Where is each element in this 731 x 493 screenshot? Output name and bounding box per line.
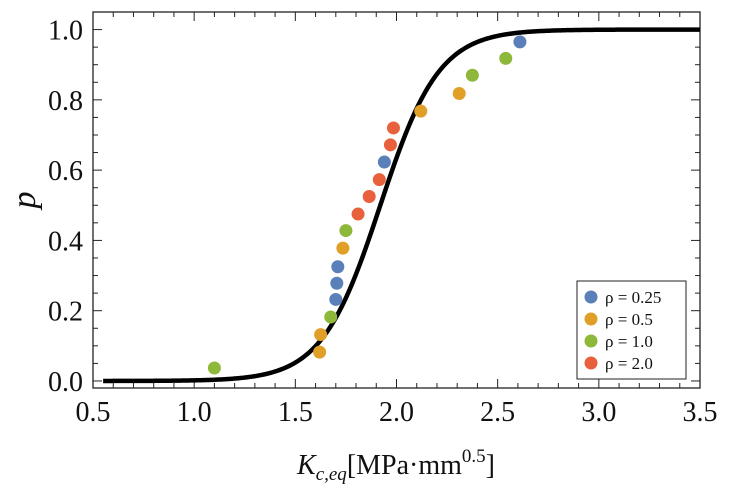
data-point: [465, 68, 479, 82]
y-axis-label: p: [6, 192, 43, 211]
data-point: [329, 292, 343, 306]
x-tick-label: 2.0: [379, 397, 414, 428]
tick-labels: 0.5 1.0 1.5 2.0 2.5 3.0 3.5 0.0 0.2 0.4 0.6 0.8 1.0: [48, 16, 718, 428]
x-axis-label-unit: [MPa·mm: [347, 450, 462, 481]
data-point: [372, 173, 386, 187]
legend-marker: [584, 356, 598, 370]
y-tick-label: 0.4: [48, 226, 83, 257]
y-tick-label: 0.2: [48, 297, 83, 328]
x-tick-label: 3.5: [683, 397, 718, 428]
data-point: [362, 189, 376, 203]
x-axis-label-symbol: K: [296, 450, 317, 481]
data-point: [383, 138, 397, 152]
data-points: [207, 35, 527, 375]
legend-marker: [584, 312, 598, 326]
data-point: [339, 224, 353, 238]
data-point: [330, 276, 344, 290]
fit-curve: [103, 27, 700, 384]
x-tick-label: 1.0: [177, 397, 212, 428]
x-tick-label: 0.5: [76, 397, 111, 428]
legend-label: ρ = 0.5: [605, 310, 653, 329]
data-point: [377, 155, 391, 169]
x-axis-label-exponent: 0.5: [462, 446, 486, 467]
x-axis-label-close: ]: [486, 450, 495, 481]
legend-label: ρ = 1.0: [605, 332, 653, 351]
data-point: [452, 87, 466, 101]
data-point: [351, 207, 365, 221]
legend: ρ = 0.25 ρ = 0.5 ρ = 1.0 ρ = 2.0: [576, 280, 687, 380]
y-tick-label: 0.0: [48, 367, 83, 398]
data-point: [313, 345, 327, 359]
legend-label: ρ = 2.0: [605, 354, 653, 373]
y-tick-label: 0.6: [48, 156, 83, 187]
legend-marker: [584, 290, 598, 304]
data-point: [207, 361, 221, 375]
data-point: [336, 241, 350, 255]
data-point: [331, 260, 345, 274]
x-tick-label: 3.0: [581, 397, 616, 428]
y-tick-label: 0.8: [48, 86, 83, 117]
y-tick-label: 1.0: [48, 16, 83, 47]
x-tick-label: 2.5: [480, 397, 515, 428]
legend-marker: [584, 334, 598, 348]
x-tick-label: 1.5: [278, 397, 313, 428]
data-point: [314, 328, 328, 342]
x-axis-label: Kc,eq[MPa·mm0.5]: [296, 446, 495, 485]
legend-label: ρ = 0.25: [605, 288, 661, 307]
data-point: [324, 310, 338, 324]
ticks: [92, 12, 701, 388]
data-point: [386, 121, 400, 135]
data-point: [414, 104, 428, 118]
data-point: [499, 51, 513, 65]
x-axis-label-subscript: c,eq: [316, 464, 348, 485]
data-point: [513, 35, 527, 49]
